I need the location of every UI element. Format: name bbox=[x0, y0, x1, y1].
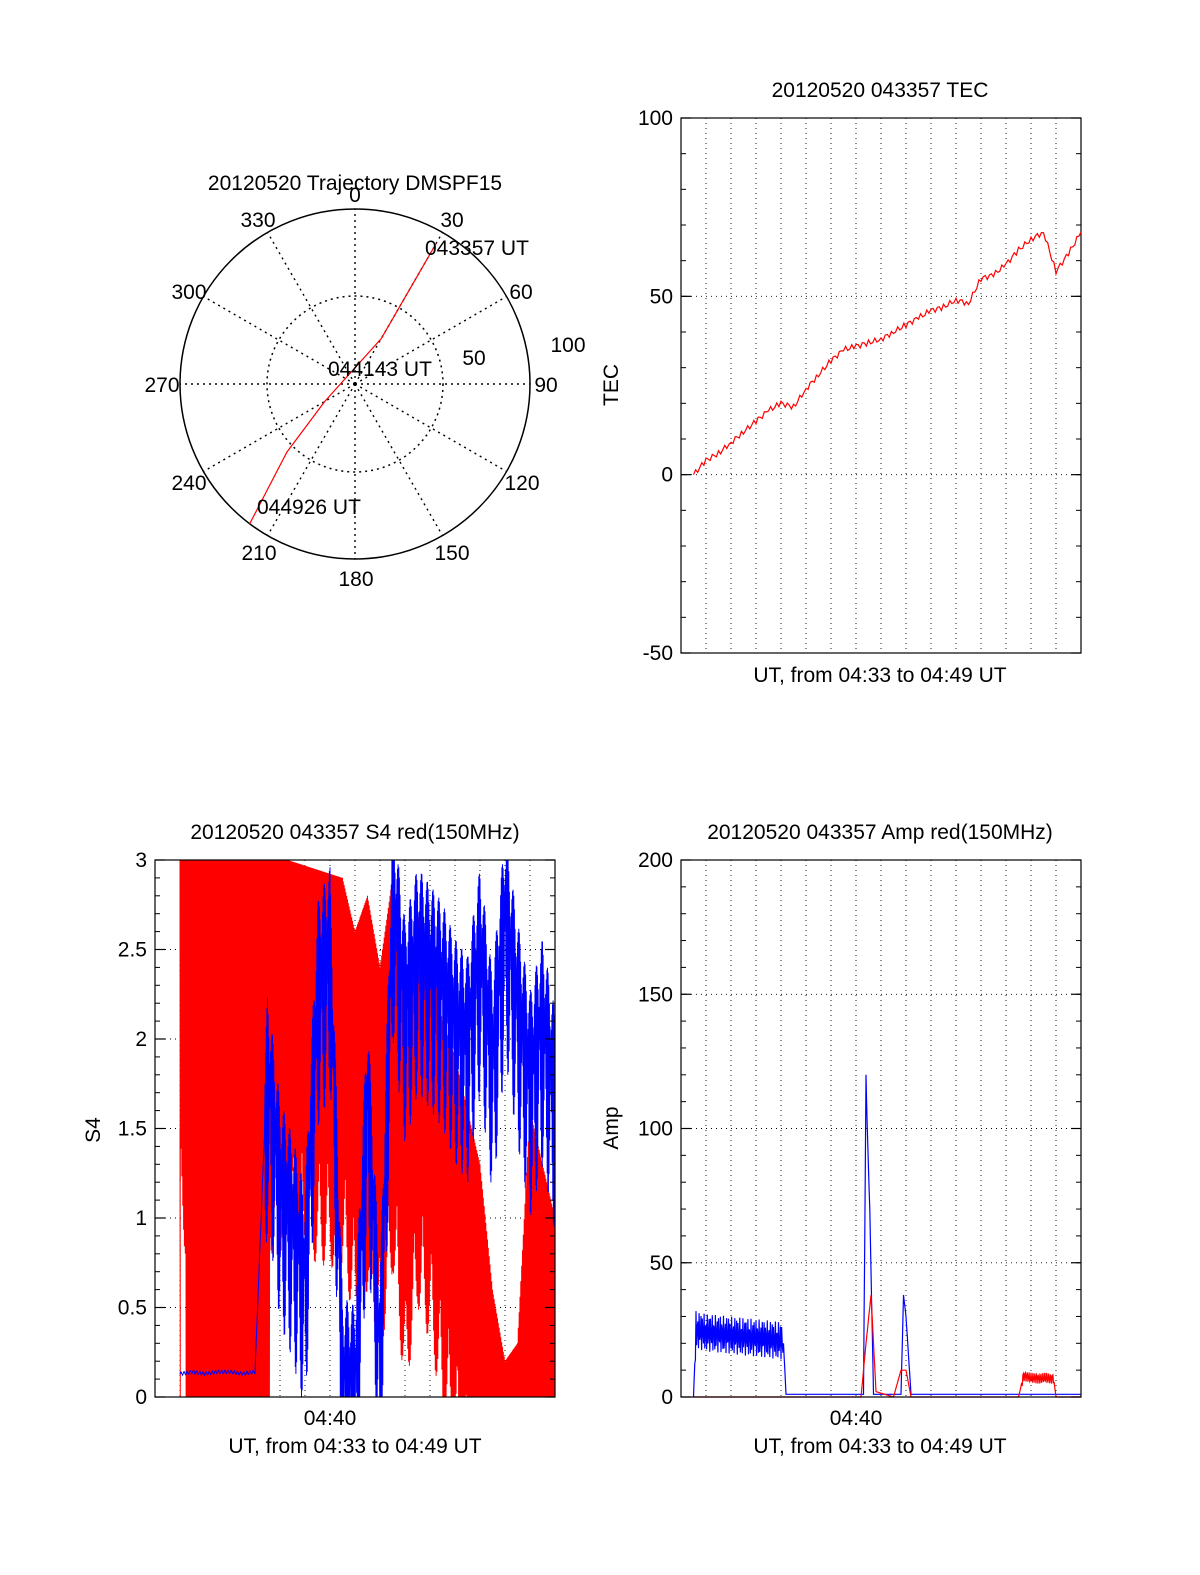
amp-grid bbox=[681, 860, 1081, 1397]
chart-title: 20120520 043357 Amp red(150MHz) bbox=[707, 821, 1053, 844]
x-axis-label: UT, from 04:33 to 04:49 UT bbox=[753, 1435, 1006, 1458]
amp-series bbox=[692, 1074, 1081, 1398]
polar-spoke-210 bbox=[266, 383, 356, 536]
x-axis-label: UT, from 04:33 to 04:49 UT bbox=[228, 1435, 481, 1458]
trajectory-start-annotation: 043357 UT bbox=[425, 237, 529, 260]
y-tick-label: 0 bbox=[661, 1386, 673, 1409]
polar-spoke-60 bbox=[354, 295, 507, 385]
y-tick-label: -50 bbox=[643, 642, 673, 665]
azimuth-label-150: 150 bbox=[434, 542, 469, 565]
x-axis-label: UT, from 04:33 to 04:49 UT bbox=[753, 664, 1006, 687]
s4-chart: 20120520 043357 S4 red(150MHz) 0 0.5 1 1.5 2… bbox=[82, 821, 556, 1458]
y-tick-label: 2 bbox=[135, 1028, 147, 1051]
azimuth-label-330: 330 bbox=[240, 209, 275, 232]
s4-blue-line bbox=[179, 859, 556, 1398]
amp-series-line-0 bbox=[692, 1074, 1081, 1398]
chart-title: 20120520 043357 S4 red(150MHz) bbox=[190, 821, 519, 844]
azimuth-label-270: 270 bbox=[144, 374, 179, 397]
y-tick-label: 1 bbox=[135, 1207, 147, 1230]
radial-label-100: 100 bbox=[550, 334, 585, 357]
polar-spoke-330 bbox=[266, 232, 356, 385]
trajectory-mid-annotation: 044143 UT bbox=[328, 358, 432, 381]
s4-blue-series bbox=[179, 859, 556, 1398]
tec-grid bbox=[681, 118, 1081, 653]
y-tick-label: 0.5 bbox=[118, 1297, 147, 1320]
amp-chart: 20120520 043357 Amp red(150MHz) 0 50 100 15… bbox=[600, 821, 1082, 1458]
y-tick-label: 3 bbox=[135, 849, 147, 872]
chart-title: 20120520 043357 TEC bbox=[772, 79, 989, 102]
tec-plot-frame bbox=[680, 117, 1082, 654]
amp-y-ticks: 0 50 100 150 200 bbox=[638, 849, 1081, 1409]
y-tick-label: 100 bbox=[638, 107, 673, 130]
y-axis-label: S4 bbox=[82, 1117, 105, 1143]
trajectory-line bbox=[249, 242, 437, 525]
radial-label-50: 50 bbox=[462, 347, 485, 370]
y-tick-label: 1.5 bbox=[118, 1118, 147, 1141]
chart-title: 20120520 Trajectory DMSPF15 bbox=[208, 172, 502, 195]
tec-series-line bbox=[692, 231, 1082, 475]
polar-inner-circle bbox=[266, 295, 444, 473]
polar-trajectory-chart: 20120520 Trajectory DMSPF15 0 30 60 90 1… bbox=[144, 172, 585, 591]
y-tick-label: 0 bbox=[661, 464, 673, 487]
azimuth-label-0: 0 bbox=[349, 184, 361, 207]
azimuth-label-60: 60 bbox=[509, 281, 532, 304]
polar-radial-labels: 50 100 bbox=[462, 334, 585, 370]
azimuth-label-120: 120 bbox=[504, 472, 539, 495]
polar-spoke-240 bbox=[203, 383, 356, 473]
tec-chart: 20120520 043357 TEC -50 0 50 100 UT, from 0… bbox=[600, 79, 1082, 687]
y-tick-label: 0 bbox=[135, 1386, 147, 1409]
azimuth-label-90: 90 bbox=[534, 374, 557, 397]
polar-azimuth-labels: 0 30 60 90 120 150 180 210 240 270 300 3… bbox=[144, 184, 557, 591]
x-tick-label: 04:40 bbox=[830, 1407, 883, 1430]
azimuth-label-210: 210 bbox=[241, 542, 276, 565]
y-tick-label: 50 bbox=[650, 285, 673, 308]
y-tick-label: 200 bbox=[638, 849, 673, 872]
polar-spoke-120 bbox=[354, 383, 507, 473]
azimuth-label-300: 300 bbox=[171, 281, 206, 304]
y-tick-label: 2.5 bbox=[118, 939, 147, 962]
polar-spoke-300 bbox=[203, 295, 356, 385]
trajectory-end-annotation: 044926 UT bbox=[257, 496, 361, 519]
y-axis-label: Amp bbox=[600, 1106, 623, 1149]
azimuth-label-30: 30 bbox=[440, 209, 463, 232]
azimuth-label-180: 180 bbox=[338, 568, 373, 591]
azimuth-label-240: 240 bbox=[171, 472, 206, 495]
y-tick-label: 50 bbox=[650, 1252, 673, 1275]
polar-spoke-150 bbox=[354, 383, 444, 536]
y-axis-label: TEC bbox=[600, 364, 623, 406]
y-tick-label: 100 bbox=[638, 1118, 673, 1141]
y-tick-label: 150 bbox=[638, 983, 673, 1006]
tec-y-ticks: -50 0 50 100 bbox=[638, 107, 1081, 665]
polar-grid bbox=[179, 208, 531, 560]
s4-y-ticks: 0 0.5 1 1.5 2 2.5 3 bbox=[118, 849, 555, 1409]
x-tick-label: 04:40 bbox=[304, 1407, 357, 1430]
